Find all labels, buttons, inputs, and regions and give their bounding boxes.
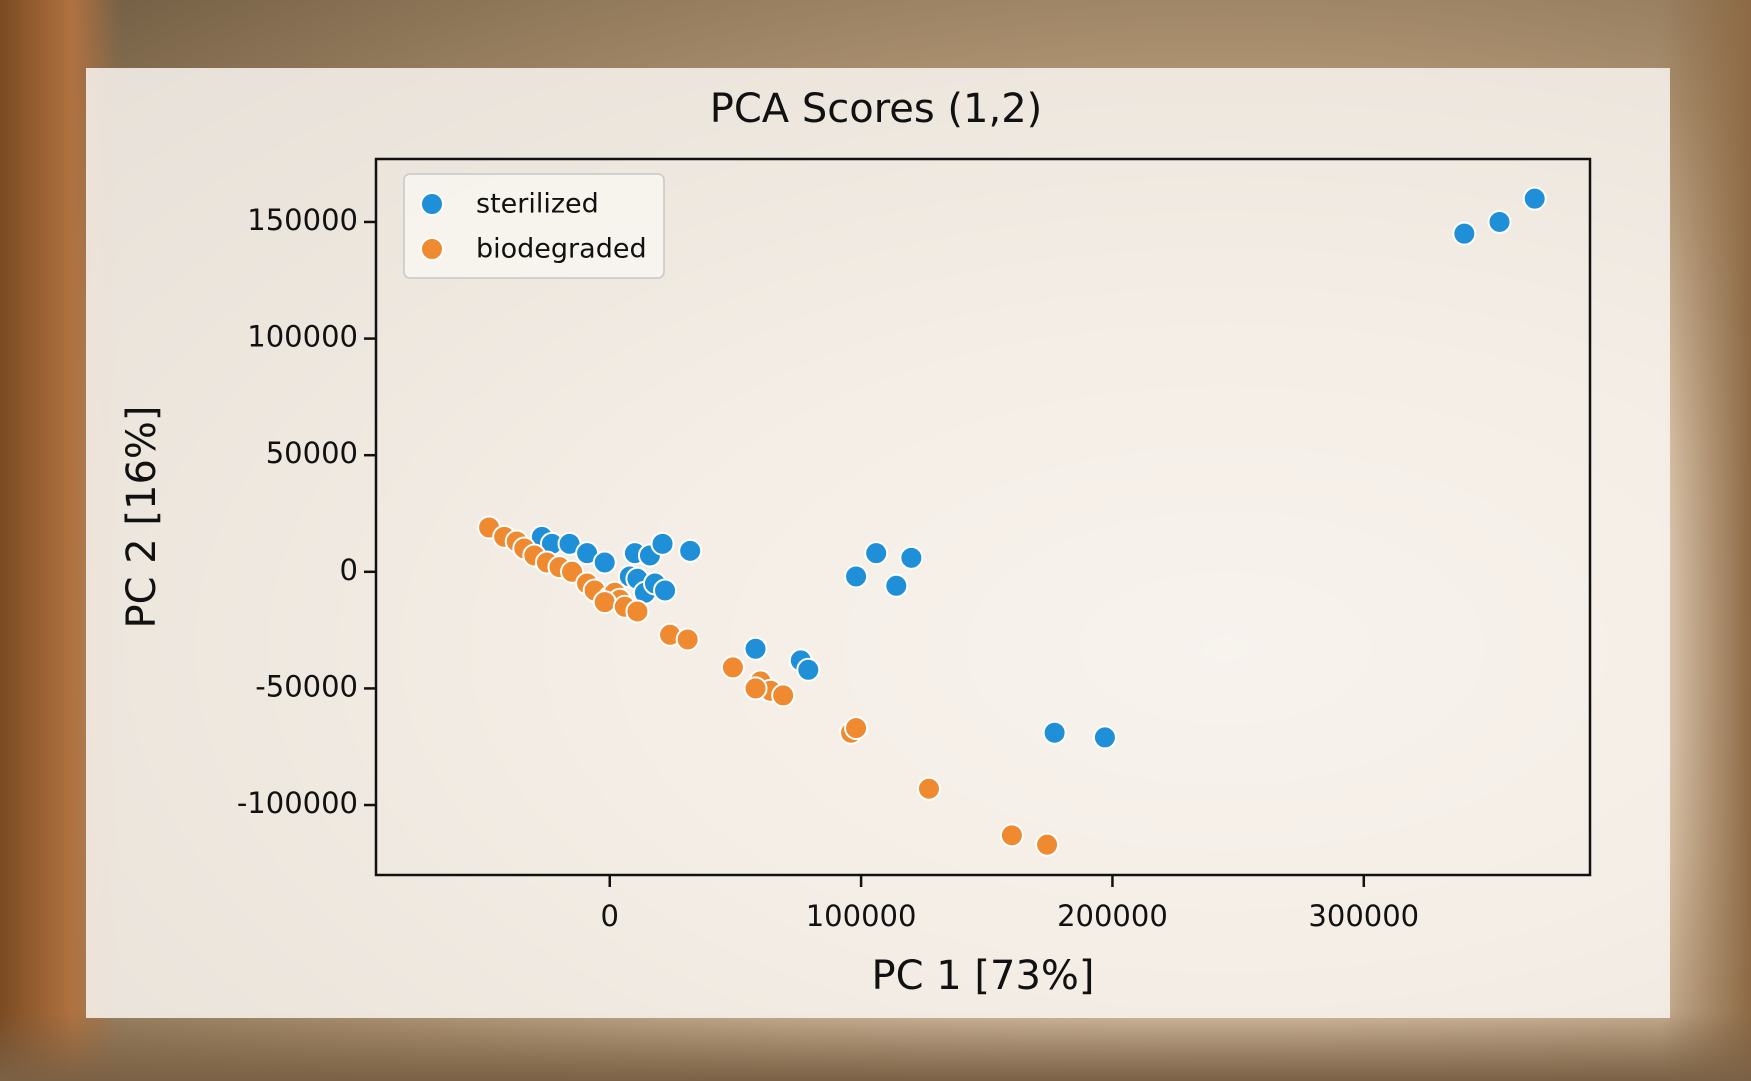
x-axis: 0 100000 200000 300000 [601,875,1419,933]
data-point-biodegraded [592,590,617,615]
y-tick-label: 100000 [247,320,358,354]
chart-panel: PCA Scores (1,2) 150000 100000 50000 0 -5000… [86,68,1670,1018]
y-tick-label: -100000 [237,786,358,820]
legend-marker-biodegraded [420,237,444,261]
data-point-sterilized [743,636,768,661]
x-tick-label: 200000 [1057,899,1168,933]
data-point-biodegraded [743,676,768,701]
scatter-chart: PCA Scores (1,2) 150000 100000 50000 0 -5000… [119,86,1592,999]
data-point-sterilized [864,541,889,566]
data-point-sterilized [844,564,869,589]
data-point-biodegraded [844,716,869,741]
data-point-biodegraded [1035,832,1060,857]
y-tick-label: -50000 [255,669,358,703]
data-point-sterilized [1092,725,1117,750]
data-point-sterilized [884,573,909,598]
legend-label-sterilized: sterilized [476,189,599,220]
y-tick-label: 0 [340,553,358,587]
data-point-sterilized [1452,221,1477,246]
data-point-biodegraded [916,776,941,801]
y-axis: 150000 100000 50000 0 -50000 -100000 [237,203,376,820]
data-point-biodegraded [720,655,745,680]
x-tick-label: 100000 [806,899,917,933]
data-point-biodegraded [999,823,1024,848]
legend-label-biodegraded: biodegraded [476,234,647,265]
data-point-sterilized [678,538,703,563]
plot-frame [374,157,1592,877]
data-point-sterilized [796,657,821,682]
data-point-sterilized [1042,720,1067,745]
background-bottom-shade [0,1011,1751,1081]
data-point-sterilized [650,531,675,556]
chart-title: PCA Scores (1,2) [710,86,1043,132]
y-tick-label: 50000 [266,436,358,470]
x-tick-label: 0 [601,899,619,933]
background-edge-shade [1661,0,1751,1081]
data-points [477,186,1547,857]
y-axis-title: PC 2 [16%] [119,405,165,628]
legend-box [403,173,665,279]
x-axis-title: PC 1 [73%] [871,953,1094,999]
data-point-biodegraded [675,627,700,652]
data-point-sterilized [1522,186,1547,211]
data-point-sterilized [592,550,617,575]
x-tick-label: 300000 [1308,899,1419,933]
data-point-sterilized [1487,209,1512,234]
data-point-biodegraded [625,599,650,624]
y-tick-label: 150000 [247,203,358,237]
data-point-sterilized [653,578,678,603]
legend-marker-sterilized [420,192,444,216]
legend: sterilized biodegraded [403,173,665,279]
data-point-biodegraded [771,683,796,708]
data-point-sterilized [899,545,924,570]
